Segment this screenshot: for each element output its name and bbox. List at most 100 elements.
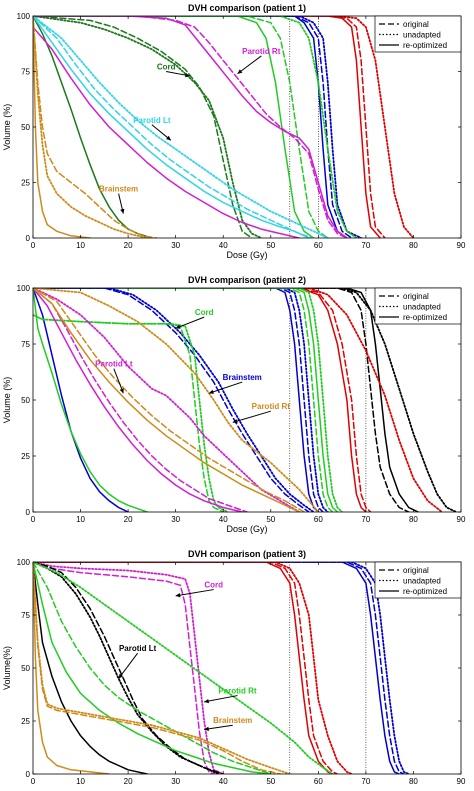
legend-entry: unadapted [403,303,441,312]
series-line-22 [33,288,301,512]
series-line-15 [33,26,301,238]
x-tick-label: 40 [219,777,228,786]
series-line-11 [33,16,253,238]
annotation-label: Parotid Rt [252,402,291,411]
series-line-21 [33,288,301,512]
y-tick-label: 25 [21,452,30,461]
series-line-13 [33,288,310,512]
y-tick-label: 100 [17,284,31,293]
annotation-arrowhead [175,324,181,329]
annotation-arrowhead [204,726,209,731]
x-tick-label: 0 [31,241,36,250]
x-tick-label: 50 [266,515,275,524]
x-tick-label: 10 [76,241,85,250]
series-line-6 [33,288,367,512]
x-axis-label: Dose (Gy) [226,524,267,534]
x-tick-label: 90 [457,777,466,786]
legend-entry: unadapted [403,31,441,40]
annotation-arrow [175,316,205,329]
series-line-14 [33,288,315,512]
series-line-6 [33,16,348,238]
chart-title: DVH comparison (patient 3) [188,549,306,559]
series-group [33,16,415,238]
annotation-arrowhead [208,389,214,394]
series-line-17 [33,314,229,512]
x-tick-label: 10 [76,777,85,786]
annotation-arrowhead [204,698,210,704]
series-line-19 [33,288,243,512]
y-tick-label: 50 [21,123,30,132]
annotation-arrow [118,652,139,679]
series-line-18 [33,288,148,512]
y-axis-label: Volume (%) [2,104,12,151]
series-line-20 [33,16,148,238]
annotation-label: Parotid Lt [95,360,133,369]
series-line-14 [33,562,272,774]
series-line-18 [33,16,329,238]
annotation-arrowhead [237,69,243,74]
annotation-label: Brainstem [99,185,138,194]
legend-entry: re-optimized [403,313,447,322]
annotation-arrowhead [185,72,190,78]
x-tick-label: 90 [457,515,466,524]
series-line-5 [33,16,362,238]
y-tick-label: 50 [21,396,30,405]
x-tick-label: 70 [361,777,370,786]
x-tick-label: 90 [457,241,466,250]
series-line-17 [33,562,110,774]
x-tick-label: 40 [219,241,228,250]
x-tick-label: 60 [314,241,323,250]
x-tick-label: 70 [361,241,370,250]
series-line-17 [33,16,315,238]
series-line-6 [33,562,334,774]
annotation-label: Parotid Lt [119,644,157,653]
x-tick-label: 60 [314,777,323,786]
legend-entry: re-optimized [403,587,447,596]
series-line-4 [33,562,339,774]
series-line-4 [33,288,372,512]
legend-entry: original [403,566,429,575]
series-group [33,562,410,774]
annotation-arrowhead [175,593,181,598]
x-tick-label: 0 [31,515,36,524]
series-line-3 [33,288,419,512]
chart-title: DVH comparison (patient 1) [188,3,306,13]
series-line-12 [33,562,272,774]
legend-box [374,287,462,325]
series-line-23 [33,288,305,512]
y-tick-label: 100 [17,12,31,21]
chart-title: DVH comparison (patient 2) [188,275,306,285]
y-tick-label: 0 [26,770,31,779]
series-line-10 [33,16,263,238]
x-tick-label: 30 [171,515,180,524]
annotation-arrow [204,695,238,703]
series-line-9 [33,288,320,512]
series-line-2 [33,562,410,774]
legend-entry: original [403,292,429,301]
y-tick-label: 75 [21,340,30,349]
series-line-5 [33,562,353,774]
series-line-11 [33,288,343,512]
series-line-3 [33,16,381,238]
x-tick-label: 30 [171,241,180,250]
series-line-2 [33,16,415,238]
x-tick-label: 80 [409,515,418,524]
x-tick-label: 20 [124,777,133,786]
annotation-label: Parotid Lt [133,116,171,125]
series-line-2 [33,288,458,512]
x-tick-label: 70 [361,515,370,524]
series-line-13 [33,16,348,238]
y-tick-label: 0 [26,508,31,517]
legend-box [374,561,462,599]
legend-entry: unadapted [403,577,441,586]
annotation-arrowhead [232,419,238,424]
series-line-12 [33,16,153,238]
y-tick-label: 0 [26,234,31,243]
series-line-19 [33,16,158,238]
series-line-7 [33,288,324,512]
chart-panel-2: DVH comparison (patient 2) 0 20 40 60 80 10 30 5… [2,275,466,534]
y-tick-label: 25 [21,179,30,188]
